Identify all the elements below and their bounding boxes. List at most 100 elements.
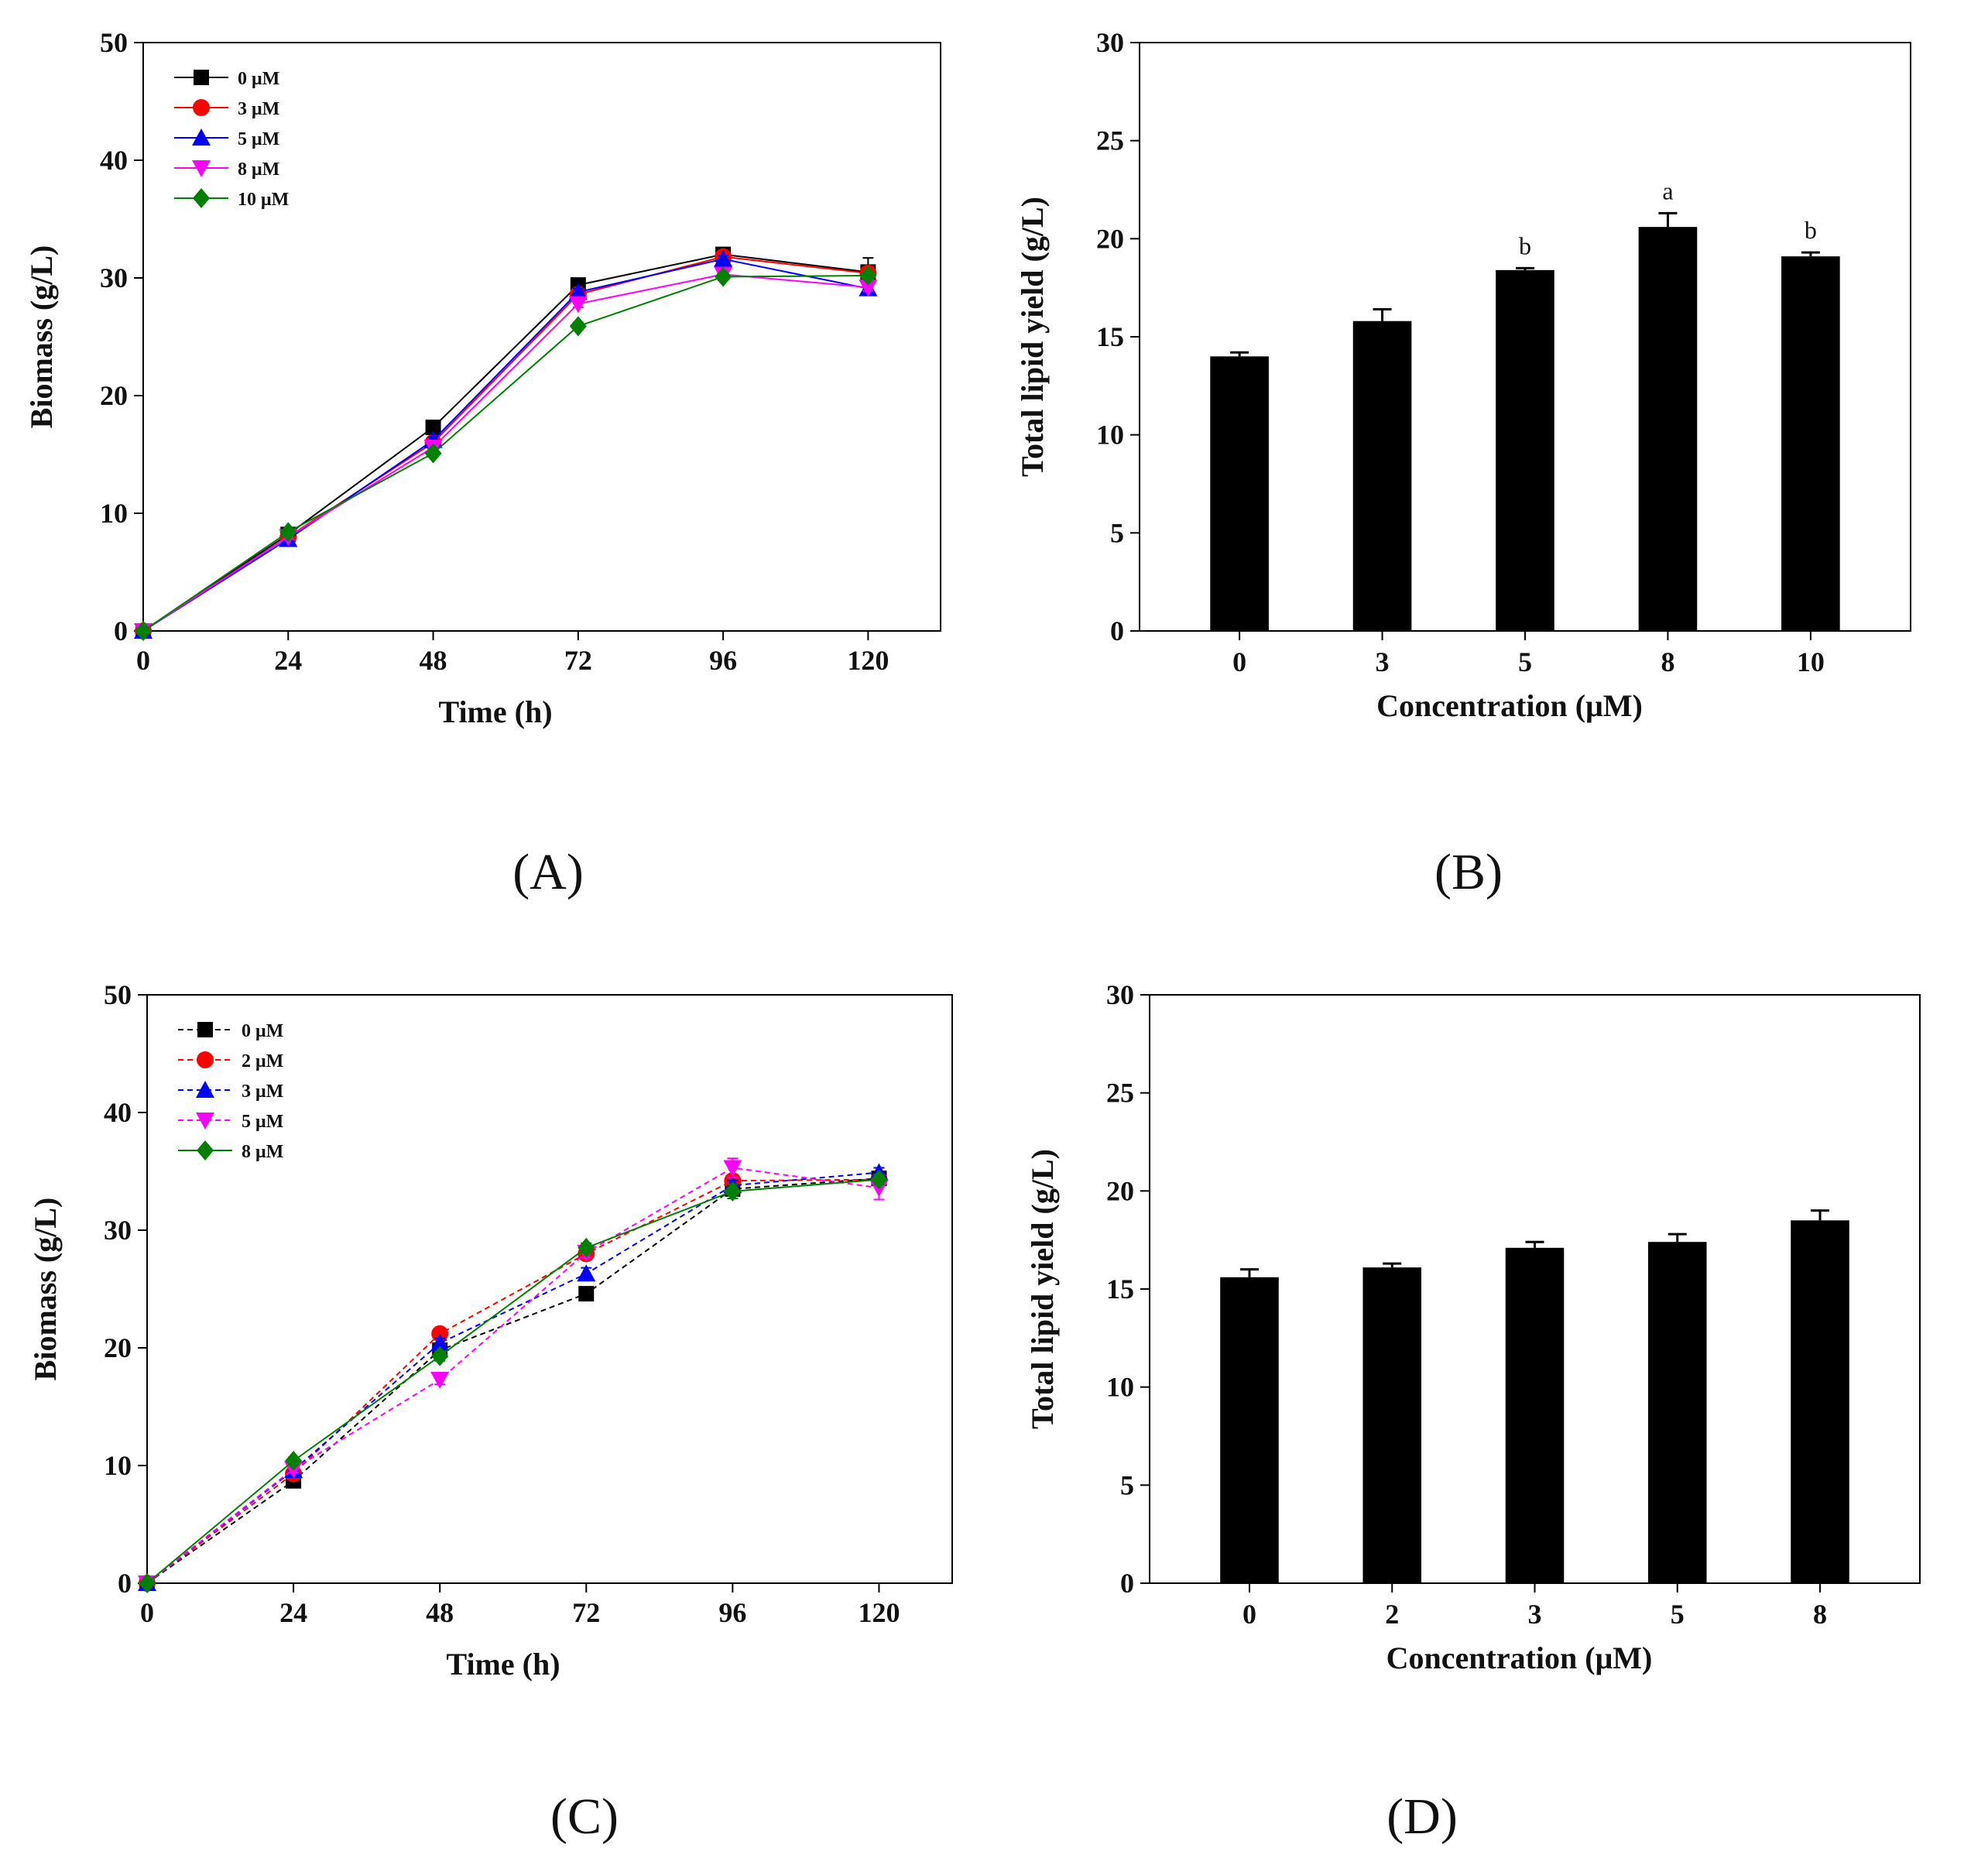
data-point <box>578 1286 595 1302</box>
data-point <box>859 279 878 297</box>
x-tick-label: 120 <box>858 1597 900 1628</box>
y-axis-title: Total lipid yield (g/L) <box>1025 1149 1060 1429</box>
y-tick-label: 0 <box>1120 1568 1134 1599</box>
bar <box>1647 1242 1707 1583</box>
bar <box>1210 356 1269 631</box>
data-point <box>285 1450 303 1471</box>
data-point <box>430 1372 450 1390</box>
panel-a: 0 10 20 30 40 50 0 24 48 72 96 120 Time (h) Biomass (… <box>24 27 941 900</box>
panel-label: (D) <box>1386 1788 1458 1845</box>
series-line <box>142 258 869 632</box>
x-tick-label: 5 <box>1671 1599 1685 1630</box>
x-tick-label: 0 <box>140 1597 154 1628</box>
bar <box>1496 269 1554 631</box>
bar <box>1638 227 1698 632</box>
panel-c: 0 10 20 30 40 50 0 24 48 72 96 120 Time (h) Biomass (… <box>28 979 953 1845</box>
data-point <box>568 296 588 314</box>
x-axis-title: Concentration (μM) <box>1386 1640 1653 1675</box>
y-tick-label: 5 <box>1110 517 1124 548</box>
x-tick-label: 0 <box>1242 1599 1256 1630</box>
legend-label: 8 μM <box>238 159 279 180</box>
x-tick-label: 0 <box>1232 646 1246 677</box>
data-point <box>714 249 733 267</box>
x-tick-label: 5 <box>1518 646 1532 677</box>
bar <box>1505 1247 1565 1583</box>
legend-label: 5 μM <box>238 129 279 149</box>
x-tick-label: 3 <box>1376 646 1390 677</box>
panel-label: (C) <box>550 1788 619 1845</box>
legend-label: 8 μM <box>242 1142 283 1162</box>
legend-label: 3 μM <box>238 99 279 119</box>
y-tick-label: 50 <box>100 27 128 58</box>
panel-d: 0 5 10 15 20 25 30 0 2 3 5 8 Concentration (μM) Total… <box>1025 979 1921 1845</box>
plot-frame <box>146 994 953 1584</box>
y-tick-label: 20 <box>1096 223 1124 254</box>
y-axis-title: Biomass (g/L) <box>28 1198 63 1381</box>
legend-marker <box>196 1112 214 1130</box>
y-tick-label: 25 <box>1106 1078 1134 1109</box>
data-point <box>424 443 442 464</box>
x-tick-label: 0 <box>136 645 150 676</box>
legend-marker <box>192 129 211 146</box>
series-5-uM <box>134 249 878 639</box>
series-line <box>146 1178 879 1584</box>
y-axis-title: Total lipid yield (g/L) <box>1015 197 1050 477</box>
y-tick-label: 10 <box>100 498 128 529</box>
legend-marker <box>196 1081 214 1098</box>
series-3-uM <box>135 248 877 639</box>
y-tick-label: 15 <box>1106 1274 1134 1304</box>
data-point <box>430 1333 450 1351</box>
plot-frame <box>142 42 941 632</box>
y-tick-label: 0 <box>1110 615 1124 646</box>
data-point <box>577 1264 596 1282</box>
series-8-uM <box>134 266 878 640</box>
panel-b: 0 5 10 15 20 25 30 0 3 5 b 8 a 10 b Concentration (μM) T… <box>1015 27 1911 900</box>
data-point <box>715 266 732 287</box>
legend-marker <box>194 70 209 85</box>
y-tick-label: 25 <box>1096 125 1124 156</box>
legend-label: 0 μM <box>242 1021 283 1041</box>
x-tick-label: 96 <box>718 1597 746 1628</box>
series-8-uM <box>139 1169 888 1593</box>
x-tick-label: 72 <box>564 645 592 676</box>
x-tick-label: 48 <box>426 1597 454 1628</box>
x-axis-title: Time (h) <box>446 1647 560 1682</box>
data-point <box>139 1573 156 1593</box>
series-3-uM <box>138 1163 889 1591</box>
legend-marker <box>193 188 210 208</box>
y-tick-label: 30 <box>100 262 128 293</box>
legend-marker <box>197 1140 214 1160</box>
y-tick-label: 10 <box>1106 1372 1134 1403</box>
bar <box>1352 321 1412 631</box>
significance-label: b <box>1805 216 1817 244</box>
x-tick-label: 8 <box>1661 646 1674 677</box>
series-0-uM <box>139 1171 887 1591</box>
series-line <box>142 274 869 632</box>
y-tick-label: 30 <box>1106 979 1134 1010</box>
x-axis-title: Concentration (μM) <box>1376 688 1643 723</box>
x-tick-label: 72 <box>572 1597 600 1628</box>
bar <box>1220 1277 1279 1583</box>
data-point <box>431 1346 449 1366</box>
series-line <box>142 255 869 632</box>
y-tick-label: 40 <box>104 1097 132 1128</box>
y-tick-label: 15 <box>1096 321 1124 352</box>
y-axis-title: Biomass (g/L) <box>24 245 59 429</box>
x-tick-label: 24 <box>274 645 302 676</box>
legend-marker <box>197 1051 214 1068</box>
series-10-uM <box>135 265 877 641</box>
legend: 0 μM 2 μM 3 μM 5 μM 8 μM <box>178 1021 283 1162</box>
y-tick-label: 30 <box>104 1215 132 1246</box>
legend-label: 3 μM <box>242 1082 283 1102</box>
significance-label: b <box>1519 231 1531 259</box>
legend-label: 0 μM <box>238 69 279 89</box>
data-point <box>870 1169 888 1190</box>
x-tick-label: 3 <box>1528 1599 1542 1630</box>
y-tick-label: 20 <box>1106 1175 1134 1206</box>
legend-label: 10 μM <box>238 190 289 210</box>
panel-label: (B) <box>1434 844 1503 900</box>
data-point <box>578 1237 595 1258</box>
x-tick-label: 8 <box>1813 1599 1827 1630</box>
legend-label: 2 μM <box>242 1051 283 1071</box>
